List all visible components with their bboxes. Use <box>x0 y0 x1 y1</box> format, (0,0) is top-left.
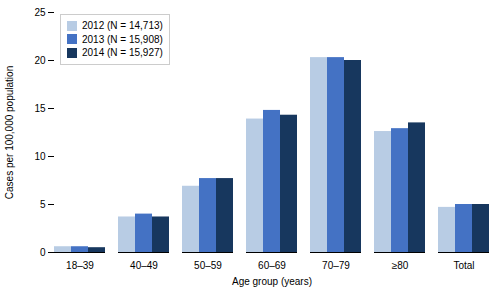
svg-text:50–59: 50–59 <box>194 260 222 271</box>
svg-text:Age group (years): Age group (years) <box>232 276 312 287</box>
svg-text:70–79: 70–79 <box>322 260 350 271</box>
svg-text:40–49: 40–49 <box>130 260 158 271</box>
svg-text:60–69: 60–69 <box>258 260 286 271</box>
svg-text:Cases per 100,000 population: Cases per 100,000 population <box>4 66 15 199</box>
html-text:2014 (N = 15,927): 2014 (N = 15,927) <box>82 47 163 58</box>
svg-text:25: 25 <box>34 7 46 18</box>
svg-text:Total: Total <box>453 260 474 271</box>
svg-text:0: 0 <box>40 247 46 258</box>
svg-text:20: 20 <box>34 55 46 66</box>
html-text:2013 (N = 15,908): 2013 (N = 15,908) <box>82 33 163 45</box>
svg-text:5: 5 <box>40 199 46 210</box>
svg-text:10: 10 <box>34 151 46 162</box>
html-text:2012 (N = 14,713): 2012 (N = 14,713) <box>82 20 163 31</box>
svg-text:18–39: 18–39 <box>66 260 94 271</box>
svg-text:15: 15 <box>34 103 46 114</box>
svg-text:≥80: ≥80 <box>392 260 409 271</box>
